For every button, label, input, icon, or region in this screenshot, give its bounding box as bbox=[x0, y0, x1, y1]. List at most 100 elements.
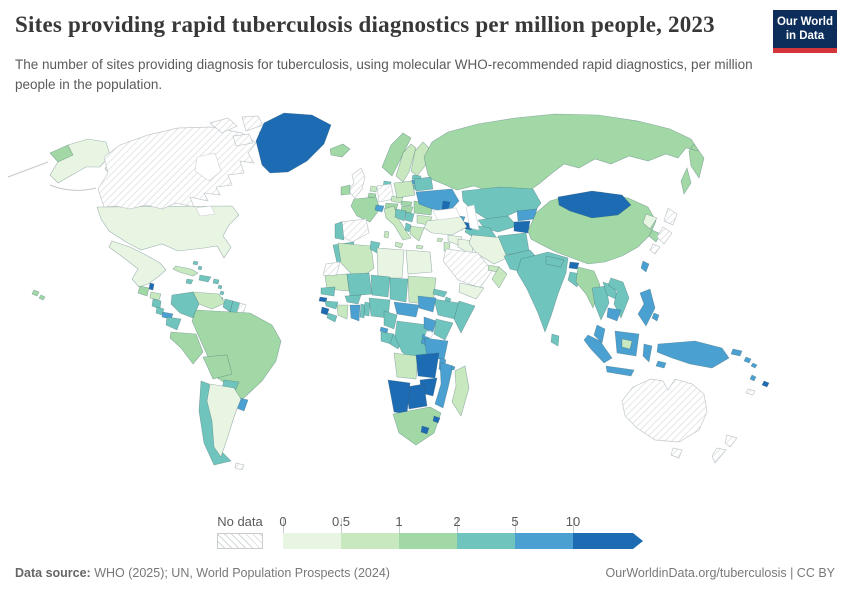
country-switzerland[interactable] bbox=[374, 204, 385, 213]
legend-segment-0.5-1[interactable] bbox=[341, 533, 399, 549]
country-serbia[interactable] bbox=[404, 211, 415, 223]
country-central-african-republic[interactable] bbox=[393, 301, 420, 318]
country-vanuatu[interactable] bbox=[749, 374, 757, 382]
country-australia[interactable] bbox=[621, 378, 708, 459]
country-burkina-faso[interactable] bbox=[344, 294, 362, 305]
country-slovakia[interactable] bbox=[400, 200, 413, 207]
country-turkey[interactable] bbox=[423, 216, 468, 236]
country-mauritania[interactable] bbox=[324, 273, 350, 292]
country-albania[interactable] bbox=[404, 222, 412, 233]
country-egypt[interactable] bbox=[405, 249, 433, 275]
country-portugal[interactable] bbox=[334, 221, 345, 241]
country-lesser-antilles[interactable] bbox=[217, 284, 225, 296]
country-zambia[interactable] bbox=[415, 352, 440, 379]
country-falkland-islands[interactable] bbox=[234, 462, 245, 471]
country-hispaniola[interactable] bbox=[198, 274, 212, 283]
country-liberia[interactable] bbox=[326, 312, 338, 323]
country-new-caledonia[interactable] bbox=[745, 388, 756, 396]
country-comoros[interactable] bbox=[450, 365, 456, 371]
country-angola[interactable] bbox=[393, 352, 419, 380]
country-iceland[interactable] bbox=[329, 143, 351, 158]
country-mali[interactable] bbox=[346, 272, 373, 297]
legend-segment-1-2[interactable] bbox=[399, 533, 457, 549]
country-new-zealand[interactable] bbox=[711, 434, 738, 464]
country-lesotho[interactable] bbox=[420, 425, 430, 435]
country-cameroon[interactable] bbox=[383, 310, 398, 330]
owid-logo[interactable]: Our World in Data bbox=[773, 10, 837, 53]
country-greenland[interactable] bbox=[255, 112, 332, 174]
country-guinea[interactable] bbox=[324, 300, 339, 310]
country-solomon-islands[interactable] bbox=[743, 356, 758, 369]
country-argentina[interactable] bbox=[206, 383, 242, 458]
country-libya[interactable] bbox=[376, 247, 405, 279]
country-puerto-rico[interactable] bbox=[212, 278, 220, 285]
country-greece[interactable] bbox=[409, 225, 425, 250]
country-indonesia[interactable] bbox=[583, 334, 667, 377]
country-cuba[interactable] bbox=[172, 265, 199, 277]
country-cyprus[interactable] bbox=[436, 237, 444, 243]
country-ireland[interactable] bbox=[340, 184, 351, 196]
country-chad[interactable] bbox=[389, 277, 409, 303]
country-italy[interactable] bbox=[383, 205, 412, 249]
footer-link[interactable]: OurWorldinData.org/tuberculosis | CC BY bbox=[605, 566, 836, 580]
country-ghana[interactable] bbox=[349, 304, 361, 322]
country-nepal[interactable] bbox=[545, 255, 565, 268]
country-south-korea[interactable] bbox=[648, 229, 662, 243]
country-jamaica[interactable] bbox=[185, 278, 194, 285]
country-peru[interactable] bbox=[169, 331, 204, 365]
country-eritrea[interactable] bbox=[432, 288, 448, 298]
country-papua-new-guinea[interactable] bbox=[656, 340, 743, 369]
country-taiwan[interactable] bbox=[640, 260, 650, 273]
country-uganda[interactable] bbox=[423, 316, 437, 333]
country-sri-lanka[interactable] bbox=[550, 333, 560, 347]
country-croatia-bosnia[interactable] bbox=[394, 208, 407, 222]
country-south-sudan[interactable] bbox=[417, 295, 437, 313]
country-fiji[interactable] bbox=[761, 380, 770, 388]
country-togo[interactable] bbox=[359, 303, 366, 319]
country-canadian-arctic[interactable] bbox=[209, 115, 274, 147]
country-kenya[interactable] bbox=[433, 318, 454, 341]
country-tajikistan[interactable] bbox=[513, 220, 531, 234]
country-philippines[interactable] bbox=[637, 288, 660, 327]
country-thailand[interactable] bbox=[591, 285, 610, 321]
country-malaysia[interactable] bbox=[593, 324, 606, 344]
country-yemen[interactable] bbox=[458, 282, 485, 300]
country-bahamas[interactable] bbox=[192, 260, 203, 271]
legend-segment-5-10[interactable] bbox=[515, 533, 573, 549]
country-cambodia[interactable] bbox=[606, 307, 622, 322]
country-namibia[interactable] bbox=[387, 379, 411, 415]
country-borneo-interior[interactable] bbox=[621, 338, 633, 350]
country-bolivia[interactable] bbox=[202, 354, 233, 380]
country-oman[interactable] bbox=[491, 266, 508, 289]
country-somalia[interactable] bbox=[453, 300, 476, 334]
legend-color-bar[interactable] bbox=[283, 533, 643, 549]
country-netherlands[interactable] bbox=[369, 185, 378, 193]
country-north-korea[interactable] bbox=[642, 213, 658, 230]
country-niger[interactable] bbox=[370, 274, 391, 298]
country-mongolia[interactable] bbox=[557, 190, 632, 219]
country-india[interactable] bbox=[516, 251, 569, 333]
country-madagascar[interactable] bbox=[451, 365, 470, 417]
legend-segment-0-0.5[interactable] bbox=[283, 533, 341, 549]
country-eswatini[interactable] bbox=[432, 415, 441, 424]
country-benin[interactable] bbox=[363, 301, 371, 317]
country-costa-rica[interactable] bbox=[155, 306, 165, 316]
country-belarus[interactable] bbox=[413, 176, 434, 192]
country-hawaii[interactable] bbox=[31, 289, 46, 301]
country-mozambique[interactable] bbox=[434, 361, 454, 409]
country-honduras[interactable] bbox=[149, 291, 162, 301]
no-data-swatch[interactable] bbox=[217, 533, 263, 549]
country-mexico[interactable] bbox=[108, 240, 167, 288]
country-norway[interactable] bbox=[381, 132, 412, 177]
country-russia[interactable] bbox=[49, 113, 705, 195]
country-venezuela[interactable] bbox=[192, 291, 226, 310]
country-cote-divoire[interactable] bbox=[336, 304, 349, 320]
country-japan[interactable] bbox=[649, 207, 678, 255]
country-belize[interactable] bbox=[148, 282, 155, 291]
country-senegal[interactable] bbox=[320, 286, 336, 297]
legend-segment-10-plus[interactable] bbox=[573, 533, 643, 549]
country-france[interactable] bbox=[350, 196, 381, 223]
country-united-kingdom[interactable] bbox=[347, 167, 366, 199]
country-ecuador[interactable] bbox=[165, 316, 182, 331]
country-guatemala[interactable] bbox=[137, 285, 150, 297]
